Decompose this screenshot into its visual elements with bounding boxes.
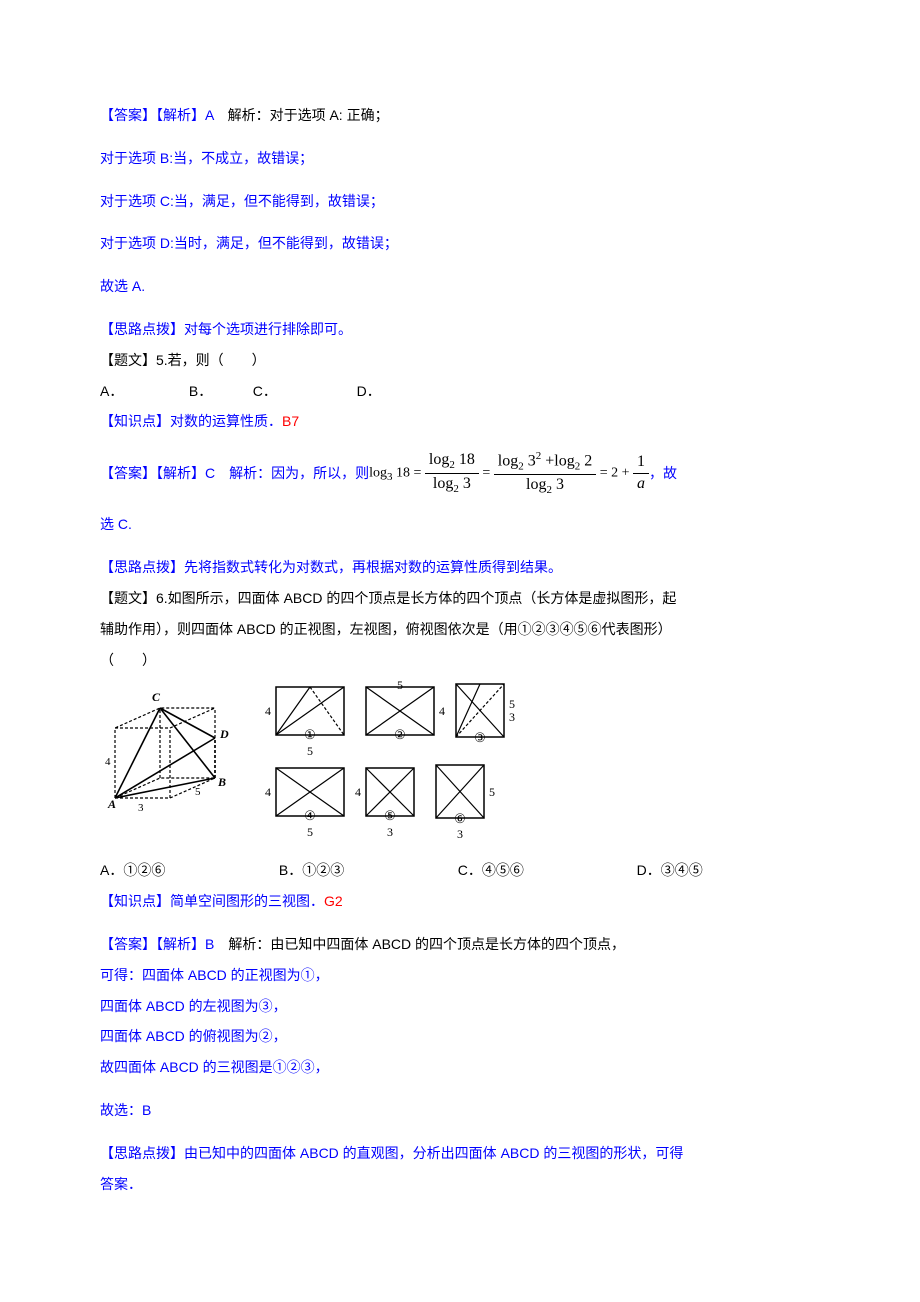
dim-4: 4 — [105, 756, 111, 768]
dim-5: 5 — [195, 786, 201, 798]
q6-answer-mid: 解析：由已知中四面体 ABCD 的四个顶点是长方体的四个顶点， — [214, 936, 625, 952]
vertex-b: B — [217, 775, 226, 789]
q6-answer-line: 【答案】【解析】B 解析：由已知中四面体 ABCD 的四个顶点是长方体的四个顶点… — [100, 929, 820, 960]
q6-sol-l1: 可得：四面体 ABCD 的正视图为①， — [100, 960, 820, 991]
q6-sol-l3: 四面体 ABCD 的俯视图为②， — [100, 1021, 820, 1052]
q6-kp-prefix: 【知识点】简单空间图形的三视图． — [100, 893, 324, 909]
q4-option-b: 对于选项 B:当，不成立，故错误； — [100, 143, 820, 174]
view-5: 4 3 ⑤ — [365, 767, 415, 817]
q5-answer-tail: ，故 — [649, 458, 677, 489]
q6-title-l3: （ ） — [100, 645, 820, 676]
q5-formula: log3 18 = log2 18 log2 3 = log2 32 +log2… — [369, 449, 649, 497]
view-6: 5 3 ⑥ — [435, 764, 485, 819]
q5-hint: 【思路点拨】先将指数式转化为对数式，再根据对数的运算性质得到结果。 — [100, 552, 820, 583]
q6-title-l1: 【题文】6.如图所示，四面体 ABCD 的四个顶点是长方体的四个顶点（长方体是虚… — [100, 583, 820, 614]
dim-3: 3 — [138, 802, 144, 814]
q6-kp-code: G2 — [324, 893, 343, 909]
q4-answer-line: 【答案】【解析】A 解析：对于选项 A: 正确； — [100, 100, 820, 131]
q4-conclusion: 故选 A. — [100, 271, 820, 302]
q6-diagram: A B C D 3 5 4 4 5 ① — [100, 683, 820, 847]
q5-opt-c: C． — [253, 376, 353, 407]
q6-opt-b: B．①②③ — [279, 855, 454, 886]
q5-conclusion: 选 C. — [100, 509, 820, 540]
tetra-icon: A B C D 3 5 4 — [100, 683, 245, 823]
q6-title-l2: 辅助作用），则四面体 ABCD 的正视图，左视图，俯视图依次是（用①②③④⑤⑥代… — [100, 614, 820, 645]
q5-knowledge-point: 【知识点】对数的运算性质．B7 — [100, 406, 820, 437]
q5-opt-a: A． — [100, 376, 185, 407]
q4-hint: 【思路点拨】对每个选项进行排除即可。 — [100, 314, 820, 345]
q5-kp-prefix: 【知识点】对数的运算性质． — [100, 413, 282, 429]
q6-opt-c: C．④⑤⑥ — [458, 855, 633, 886]
q5-answer-mid: 解析：因为，所以，则 — [215, 458, 369, 489]
q4-answer-prefix: 【答案】【解析】A — [100, 107, 214, 123]
view-4: 4 5 ④ — [275, 767, 345, 817]
q5-answer-line: 【答案】【解析】C 解析：因为，所以，则 log3 18 = log2 18 l… — [100, 449, 820, 497]
q6-opt-a: A．①②⑥ — [100, 855, 275, 886]
q4-answer-rest: 解析：对于选项 A: 正确； — [214, 107, 389, 123]
q6-options: A．①②⑥ B．①②③ C．④⑤⑥ D．③④⑤ — [100, 855, 820, 886]
vertex-c: C — [152, 690, 161, 704]
vertex-d: D — [219, 727, 229, 741]
q5-opt-d: D． — [357, 376, 381, 407]
view-2: 5 4 ② — [365, 686, 435, 736]
q6-hint-l1: 【思路点拨】由已知中的四面体 ABCD 的直观图，分析出四面体 ABCD 的三视… — [100, 1138, 820, 1169]
q5-opt-b: B． — [189, 376, 249, 407]
q6-knowledge-point: 【知识点】简单空间图形的三视图．G2 — [100, 886, 820, 917]
q6-sol-l4: 故四面体 ABCD 的三视图是①②③， — [100, 1052, 820, 1083]
q5-answer-prefix: 【答案】【解析】C — [100, 458, 215, 489]
q6-conclusion: 故选：B — [100, 1095, 820, 1126]
q4-option-d: 对于选项 D:当时，满足，但不能得到，故错误； — [100, 228, 820, 259]
q5-kp-code: B7 — [282, 413, 299, 429]
q5-title: 【题文】5.若，则（ ） — [100, 345, 820, 376]
vertex-a: A — [107, 797, 116, 811]
q6-answer-prefix: 【答案】【解析】B — [100, 936, 214, 952]
q6-sol-l2: 四面体 ABCD 的左视图为③， — [100, 991, 820, 1022]
view-1: 4 5 ① — [275, 686, 345, 736]
views-grid: 4 5 ① 5 4 ② — [275, 683, 525, 847]
q6-opt-d: D．③④⑤ — [637, 855, 812, 886]
q4-option-c: 对于选项 C:当，满足，但不能得到，故错误； — [100, 186, 820, 217]
q6-hint-l2: 答案． — [100, 1169, 820, 1200]
q5-options: A． B． C． D． — [100, 376, 820, 407]
view-3: 5 3 ③ — [455, 683, 505, 738]
